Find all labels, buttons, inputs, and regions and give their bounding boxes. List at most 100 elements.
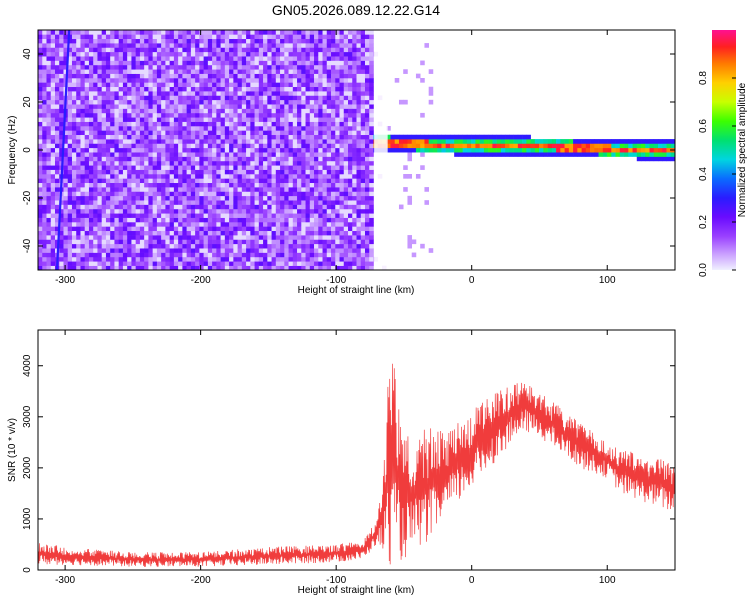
spectrogram-cell: [305, 143, 311, 149]
spectrogram-cell: [403, 139, 408, 144]
spectrogram-cell: [229, 208, 234, 214]
spectrogram-cell: [233, 208, 238, 214]
spectrogram-cell: [114, 248, 119, 253]
spectrogram-cell: [322, 56, 328, 61]
spectrogram-cell: [348, 134, 353, 140]
spectrogram-cell: [131, 73, 136, 79]
spectrogram-cell: [139, 217, 145, 223]
spectrogram-cell: [114, 82, 119, 88]
spectrogram-cell: [670, 139, 675, 144]
spectrogram-cell: [335, 156, 340, 162]
spectrogram-cell: [118, 178, 124, 184]
spectrogram-cell: [144, 126, 149, 131]
spectrogram-cell: [71, 169, 77, 175]
x-tick-label: -100: [326, 275, 346, 286]
spectrogram-cell: [301, 64, 306, 70]
spectrogram-cell: [135, 30, 141, 35]
spectrogram-cell: [80, 104, 86, 109]
spectrogram-cell: [292, 152, 298, 157]
spectrogram-cell: [275, 51, 281, 57]
spectrogram-cell: [71, 56, 77, 61]
spectrogram-cell: [284, 69, 289, 74]
spectrogram-cell: [46, 104, 52, 109]
spectrogram-cell: [88, 182, 94, 188]
spectrogram-cell: [93, 239, 98, 245]
spectrogram-cell: [105, 230, 111, 236]
spectrogram-cell: [275, 208, 281, 214]
spectrogram-cell: [263, 130, 268, 136]
spectrogram-cell: [135, 86, 141, 92]
spectrogram-cell: [97, 243, 102, 249]
spectrogram-cell: [173, 226, 179, 232]
spectrogram-cell: [258, 200, 264, 205]
spectrogram-cell: [131, 182, 136, 188]
spectrogram-cell: [263, 208, 268, 214]
spectrogram-cell: [195, 56, 200, 61]
spectrogram-cell: [360, 130, 366, 136]
spectrogram-cell: [369, 38, 374, 44]
spectrogram-cell: [122, 239, 128, 245]
spectrogram-cell: [581, 139, 587, 144]
spectrogram-cell: [309, 60, 315, 66]
spectrogram-cell: [356, 195, 362, 201]
spectrogram-cell: [118, 43, 124, 48]
spectrogram-cell: [237, 73, 243, 79]
spectrogram-cell: [127, 217, 132, 223]
spectrogram-cell: [165, 78, 170, 83]
spectrogram-cell: [254, 143, 260, 149]
spectrogram-cell: [203, 239, 209, 245]
spectrogram-cell: [178, 222, 183, 227]
spectrogram-cell: [127, 191, 132, 197]
spectrogram-cell: [71, 156, 77, 162]
spectrogram-cell: [67, 134, 73, 140]
spectrogram-cell: [38, 252, 43, 258]
spectrogram-cell: [178, 30, 183, 35]
spectrogram-cell: [258, 34, 264, 40]
spectrogram-cell: [237, 56, 243, 61]
spectrogram-cell: [190, 156, 196, 162]
spectrogram-cell: [135, 217, 141, 223]
spectrogram-cell: [38, 69, 43, 74]
spectrogram-cell: [246, 139, 251, 144]
spectrogram-cell: [271, 160, 277, 166]
spectrogram-cell: [76, 178, 81, 184]
spectrogram-cell: [301, 174, 306, 179]
spectrogram-cell: [318, 51, 323, 57]
spectrogram-cell: [63, 56, 69, 61]
spectrogram-cell: [284, 243, 289, 249]
spectrogram-cell: [101, 195, 107, 201]
spectrogram-cell: [54, 117, 60, 122]
spectrogram-cell: [237, 99, 243, 105]
spectrogram-cell: [122, 156, 128, 162]
spectrogram-cell: [352, 95, 357, 101]
spectrogram-cell: [267, 121, 272, 127]
spectrogram-cell: [263, 252, 268, 258]
spectrogram-cell: [220, 43, 226, 48]
spectrogram-cell: [263, 230, 268, 236]
spectrogram-cell: [186, 195, 192, 201]
spectrogram-cell: [110, 86, 115, 92]
spectrogram-cell: [93, 134, 98, 140]
spectrogram-cell: [288, 143, 294, 149]
spectrogram-cell: [267, 91, 272, 96]
spectrogram-cell: [364, 126, 370, 131]
spectrogram-cell: [246, 73, 251, 79]
spectrogram-cell: [560, 143, 565, 149]
spectrogram-cell: [101, 160, 107, 166]
spectrogram-cell: [54, 47, 60, 53]
spectrogram-cell: [424, 43, 429, 48]
spectrogram-cell: [186, 38, 192, 44]
spectrogram-cell: [46, 34, 52, 40]
spectrogram-cell: [314, 126, 319, 131]
spectrogram-cell: [271, 134, 277, 140]
spectrogram-cell: [318, 121, 323, 127]
spectrogram-cell: [38, 64, 43, 70]
spectrogram-cell: [224, 165, 230, 170]
spectrogram-cell: [339, 104, 345, 109]
spectrogram-cell: [241, 200, 247, 205]
spectrogram-cell: [267, 165, 272, 170]
spectrogram-cell: [186, 222, 192, 227]
spectrogram-cell: [360, 112, 366, 118]
spectrogram-cell: [220, 174, 226, 179]
